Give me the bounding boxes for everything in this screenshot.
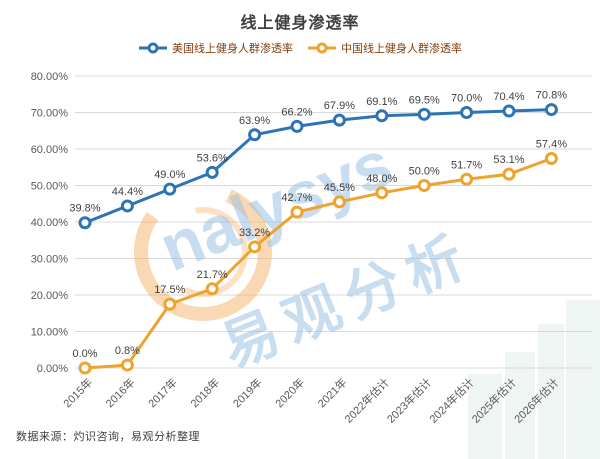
x-tick-label: 2022年估计: [341, 375, 392, 426]
source-note: 数据来源：灼识咨询，易观分析整理: [16, 431, 200, 443]
data-point-marker: [120, 358, 134, 372]
x-tick-label: 2020年: [272, 375, 307, 410]
data-label: 45.5%: [324, 182, 355, 194]
data-label: 53.1%: [493, 154, 524, 166]
data-point-marker: [78, 216, 92, 230]
y-tick-label: 80.00%: [31, 71, 69, 83]
series-us: 39.8% 44.4% 49.0% 53.6% 63.9% 66.2% 67.9% 69.1%…: [69, 90, 567, 230]
y-tick-label: 20.00%: [31, 290, 69, 302]
data-label: 50.0%: [409, 166, 440, 178]
data-label: 57.4%: [536, 138, 567, 150]
data-label: 17.5%: [154, 284, 185, 296]
x-tick-label: 2016年: [103, 375, 138, 410]
data-point-marker: [460, 106, 474, 119]
data-label: 70.8%: [536, 90, 567, 102]
x-tick-label: 2015年: [60, 375, 95, 410]
data-point-marker: [205, 282, 219, 296]
data-point-marker: [290, 205, 304, 219]
data-point-marker: [163, 297, 177, 311]
data-point-marker: [544, 103, 558, 117]
legend-marker-us-icon: [139, 42, 167, 54]
data-label: 69.5%: [409, 94, 440, 106]
data-label: 51.7%: [451, 159, 482, 171]
y-tick-label: 40.00%: [31, 217, 69, 229]
data-point-marker: [460, 172, 474, 186]
data-point-marker: [417, 107, 431, 121]
data-label: 21.7%: [197, 269, 228, 281]
data-label: 66.2%: [281, 106, 312, 118]
data-point-marker: [205, 165, 219, 179]
data-point-marker: [502, 167, 516, 181]
y-tick-label: 30.00%: [31, 254, 69, 266]
data-label: 67.9%: [324, 100, 355, 112]
y-tick-label: 10.00%: [31, 327, 69, 339]
y-axis-tick-labels: 0.00% 10.00% 20.00% 30.00% 40.00% 50.00% 60.00…: [31, 71, 69, 375]
y-tick-label: 60.00%: [31, 144, 69, 156]
data-point-marker: [544, 151, 558, 165]
data-point-marker: [375, 186, 389, 200]
data-label: 70.4%: [493, 91, 524, 103]
data-label: 0.0%: [72, 348, 97, 360]
y-tick-label: 50.00%: [31, 181, 69, 193]
data-point-marker: [332, 113, 346, 127]
data-label: 48.0%: [366, 173, 397, 185]
legend-item-us: 美国线上健身人群渗透率: [138, 40, 293, 56]
data-point-marker: [120, 199, 134, 213]
x-tick-label: 2017年: [145, 375, 180, 410]
data-point-marker: [290, 119, 304, 133]
series-line: [84, 108, 552, 225]
x-tick-label: 2019年: [230, 375, 265, 410]
data-point-marker: [248, 240, 262, 254]
legend-item-cn: 中国线上健身人群渗透率: [307, 40, 462, 56]
data-label: 70.0%: [451, 93, 482, 105]
data-label: 33.2%: [239, 227, 270, 239]
data-point-marker: [163, 182, 177, 196]
data-point-marker: [375, 109, 389, 123]
data-label: 69.1%: [366, 96, 397, 108]
chart-legend: 美国线上健身人群渗透率 中国线上健身人群渗透率: [0, 40, 600, 56]
data-label: 44.4%: [112, 186, 143, 198]
y-tick-label: 70.00%: [31, 108, 69, 120]
legend-marker-cn-icon: [308, 42, 336, 54]
data-point-marker: [78, 361, 92, 375]
data-label: 53.6%: [197, 152, 228, 164]
data-label: 39.8%: [69, 203, 100, 215]
data-point-marker: [417, 179, 431, 192]
y-tick-label: 0.00%: [37, 363, 68, 375]
background-skyline: [468, 300, 600, 459]
data-label: 63.9%: [239, 115, 270, 127]
series-line: [84, 157, 552, 370]
data-point-marker: [248, 128, 262, 142]
watermark-logo-arc: [134, 183, 272, 321]
data-label: 49.0%: [154, 169, 185, 181]
legend-label-cn: 中国线上健身人群渗透率: [341, 43, 462, 55]
legend-label-us: 美国线上健身人群渗透率: [172, 43, 293, 55]
series-cn: 0.0% 0.8% 17.5% 21.7% 33.2% 42.7% 45.5% 48.0% 50…: [72, 138, 567, 375]
data-label: 42.7%: [281, 192, 312, 204]
x-tick-label: 2021年: [315, 375, 350, 410]
data-label: 0.8%: [115, 345, 140, 357]
gridlines: [75, 75, 592, 369]
x-tick-label: 2023年估计: [384, 375, 435, 426]
x-tick-label: 2018年: [187, 375, 222, 410]
data-point-marker: [332, 195, 346, 209]
chart-title: 线上健身渗透率: [240, 15, 360, 32]
data-point-marker: [502, 104, 516, 118]
